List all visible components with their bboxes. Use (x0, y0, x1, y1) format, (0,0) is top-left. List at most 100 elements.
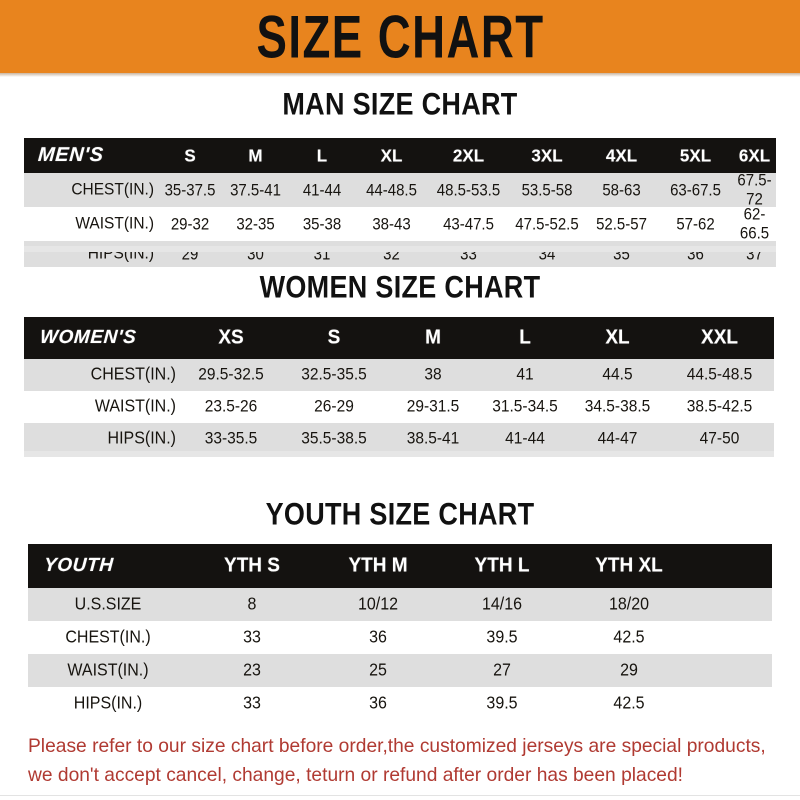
men-chest-2xl: 48.5-53.5 (436, 180, 501, 200)
men-chest-m: 37.5-41 (230, 180, 281, 200)
youth-chest-xl: 42.5 (613, 627, 645, 647)
youth-col-header-xl: YTH XL (595, 554, 663, 577)
youth-hips-row: HIPS(IN.) 33 36 39.5 42.5 (28, 687, 772, 720)
women-hips-xl: 44-47 (597, 429, 638, 448)
women-chest-m: 38 (424, 365, 442, 384)
men-hips-s: 29 (181, 244, 199, 264)
youth-waist-spacer (694, 652, 772, 688)
youth-ussize-xl: 18/20 (608, 594, 650, 614)
men-chest-3xl: 53.5-58 (521, 180, 573, 200)
women-chest-xs: 29.5-32.5 (198, 365, 264, 384)
youth-chest-m: 36 (369, 627, 387, 647)
women-chest-s: 32.5-35.5 (301, 365, 367, 384)
women-hips-l: 41-44 (505, 429, 545, 448)
women-col-header-xxl: XXL (701, 326, 738, 349)
men-waist-s: 29-32 (170, 214, 210, 234)
footer-disclaimer: Please refer to our size chart before or… (28, 732, 767, 790)
women-chest-label: CHEST(IN.) (90, 365, 176, 384)
men-waist-l: 35-38 (302, 214, 342, 234)
youth-hips-s: 33 (243, 693, 261, 713)
women-section-title: WOMEN SIZE CHART (259, 269, 541, 305)
footer-divider (0, 795, 800, 796)
women-waist-xxl: 38.5-42.5 (686, 397, 753, 416)
men-waist-6xl: 62-66.5 (739, 205, 770, 243)
women-size-table: WOMEN'S XS S M L XL XXL CHEST(IN.) 29.5-… (24, 317, 774, 455)
men-waist-4xl: 52.5-57 (596, 214, 647, 234)
men-chest-label: CHEST(IN.) (71, 180, 154, 199)
men-col-header-m: M (248, 145, 263, 165)
women-hips-label: HIPS(IN.) (107, 429, 176, 448)
men-header-row: MEN'S S M L XL 2XL 3XL 4XL 5XL 6XL (24, 138, 776, 173)
men-hips-6xl: 37 (746, 244, 763, 264)
footer-disclaimer-line-2: we don't accept cancel, change, teturn o… (28, 764, 684, 786)
women-chest-l: 41 (516, 365, 534, 384)
youth-chest-l: 39.5 (486, 627, 518, 647)
men-chest-5xl: 63-67.5 (670, 180, 721, 200)
women-chest-row: CHEST(IN.) 29.5-32.5 32.5-35.5 38 41 44.… (24, 359, 774, 391)
women-waist-l: 31.5-34.5 (492, 397, 558, 416)
women-col-header-m: M (425, 326, 441, 349)
women-header-row: WOMEN'S XS S M L XL XXL (24, 317, 774, 359)
youth-section-title: YOUTH SIZE CHART (265, 496, 535, 532)
women-hips-xs: 33-35.5 (204, 429, 258, 448)
footer-disclaimer-line-1: Please refer to our size chart before or… (28, 735, 766, 757)
men-col-header-l: L (316, 145, 328, 165)
men-corner-label: MEN'S (37, 144, 105, 166)
men-waist-m: 32-35 (236, 214, 275, 234)
youth-size-table: YOUTH YTH S YTH M YTH L YTH XL U.S.SIZE … (28, 544, 772, 720)
youth-waist-xl: 29 (620, 660, 638, 680)
youth-chest-s: 33 (243, 627, 261, 647)
men-col-header-xl: XL (380, 145, 403, 165)
women-corner-label: WOMEN'S (39, 327, 138, 348)
youth-hips-m: 36 (369, 693, 387, 713)
man-section-title: MAN SIZE CHART (282, 86, 518, 122)
men-col-header-s: S (184, 145, 196, 165)
youth-header-spacer (694, 543, 772, 589)
youth-chest-label: CHEST(IN.) (65, 627, 151, 647)
youth-chest-spacer (694, 619, 772, 655)
youth-ussize-row: U.S.SIZE 8 10/12 14/16 18/20 (28, 588, 772, 621)
women-waist-label: WAIST(IN.) (94, 397, 176, 416)
youth-hips-xl: 42.5 (613, 693, 645, 713)
banner-shadow (0, 73, 800, 77)
youth-waist-m: 25 (369, 660, 387, 680)
men-chest-6xl: 67.5-72 (737, 171, 772, 209)
women-chest-xxl: 44.5-48.5 (686, 365, 753, 384)
men-table-bottom-strip (24, 246, 776, 252)
women-waist-row: WAIST(IN.) 23.5-26 26-29 29-31.5 31.5-34… (24, 391, 774, 423)
men-hips-label: HIPS(IN.) (87, 244, 154, 263)
youth-ussize-label: U.S.SIZE (74, 594, 142, 614)
men-col-header-5xl: 5XL (679, 145, 712, 165)
men-hips-l: 31 (313, 244, 331, 264)
women-waist-m: 29-31.5 (406, 397, 460, 416)
men-chest-row: CHEST(IN.) 35-37.5 37.5-41 41-44 44-48.5… (24, 171, 776, 209)
youth-col-header-s: YTH S (224, 554, 280, 577)
men-hips-4xl: 35 (613, 244, 630, 264)
youth-waist-label: WAIST(IN.) (67, 660, 149, 680)
men-hips-3xl: 34 (538, 244, 556, 264)
men-waist-3xl: 47.5-52.5 (515, 214, 579, 234)
men-hips-row: HIPS(IN.) 29 30 31 32 33 34 35 36 37 (24, 241, 776, 267)
youth-waist-l: 27 (493, 660, 511, 680)
youth-ussize-spacer (694, 586, 772, 622)
women-waist-xs: 23.5-26 (204, 397, 258, 416)
men-waist-row: WAIST(IN.) 29-32 32-35 35-38 38-43 43-47… (24, 205, 776, 243)
men-hips-xl: 32 (383, 244, 400, 264)
men-waist-xl: 38-43 (372, 214, 411, 234)
youth-col-header-m: YTH M (348, 554, 408, 577)
men-col-header-3xl: 3XL (531, 145, 563, 165)
youth-header-row: YOUTH YTH S YTH M YTH L YTH XL (28, 544, 772, 588)
men-waist-5xl: 57-62 (676, 214, 715, 234)
youth-hips-spacer (694, 685, 772, 721)
youth-ussize-l: 14/16 (481, 594, 523, 614)
women-table-bottom-strip (24, 451, 774, 457)
youth-hips-label: HIPS(IN.) (73, 693, 143, 713)
women-hips-xxl: 47-50 (699, 429, 740, 448)
page-banner: SIZE CHART (0, 0, 800, 73)
men-chest-s: 35-37.5 (164, 180, 216, 200)
women-hips-m: 38.5-41 (406, 429, 460, 448)
men-size-table: MEN'S S M L XL 2XL 3XL 4XL 5XL 6XL CHEST… (24, 138, 776, 267)
youth-ussize-m: 10/12 (357, 594, 399, 614)
men-waist-2xl: 43-47.5 (443, 214, 494, 234)
